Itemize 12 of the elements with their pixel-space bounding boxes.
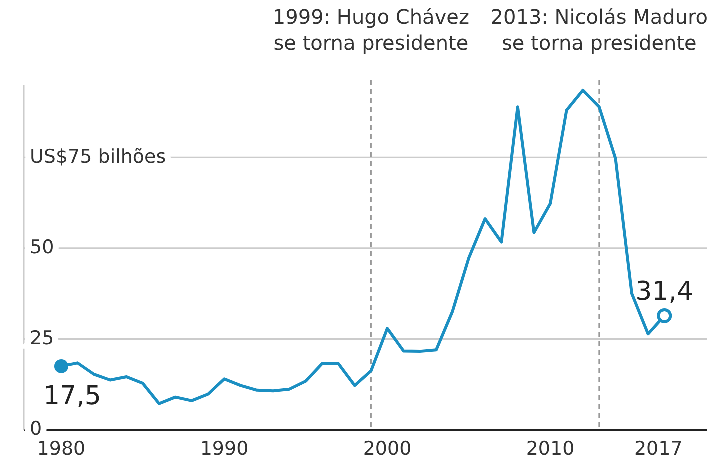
y-tick-label: 50 (30, 236, 54, 259)
x-tick-label: 1990 (200, 438, 249, 460)
x-tick-label: 2000 (363, 438, 412, 460)
data-label: 31,4 (636, 276, 694, 307)
data-label: 17,5 (43, 381, 102, 412)
ref-line-label: 1999: Hugo Chávez se torna presidente (272, 5, 470, 55)
ref-line-label: 2013: Nicolás Maduro se torna presidente (490, 5, 707, 55)
x-tick-label: 2017 (634, 438, 683, 460)
y-tick-label: 25 (30, 327, 54, 350)
x-tick-label: 1980 (37, 438, 86, 460)
x-tick-label: 2010 (526, 438, 575, 460)
y-tick-label: US$75 bilhões (30, 146, 166, 168)
